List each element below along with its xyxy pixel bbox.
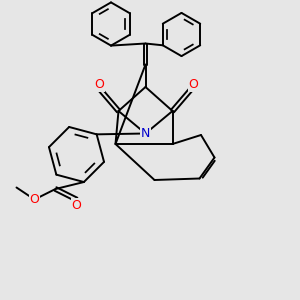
Text: O: O xyxy=(189,77,198,91)
Text: N: N xyxy=(141,127,150,140)
Text: O: O xyxy=(72,199,81,212)
Text: O: O xyxy=(30,193,39,206)
Text: O: O xyxy=(94,77,104,91)
